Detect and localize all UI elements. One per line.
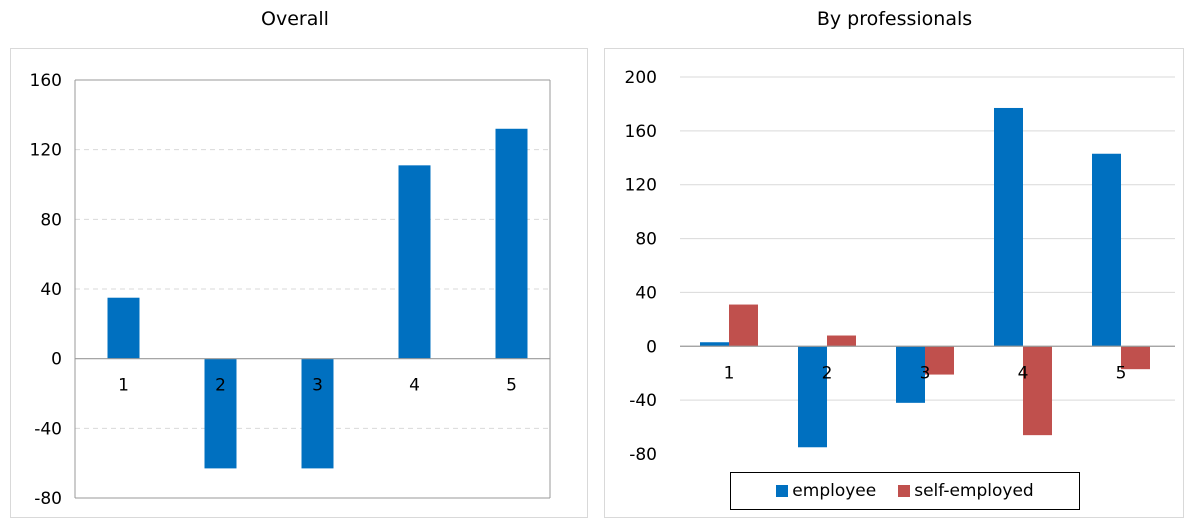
y-tick-label: 120 xyxy=(625,176,657,196)
y-tick-label: 160 xyxy=(625,122,657,142)
y-tick-label: 0 xyxy=(646,337,657,357)
y-tick-label: 40 xyxy=(40,280,62,300)
bar-self-employed-2 xyxy=(827,335,856,347)
x-category-label: 5 xyxy=(1116,363,1127,383)
bar-self-employed-4 xyxy=(1023,346,1052,436)
bar-self-employed-5 xyxy=(1121,346,1150,370)
x-category-label: 1 xyxy=(118,376,129,396)
y-tick-label: 200 xyxy=(625,68,657,88)
legend-label-self-employed: self-employed xyxy=(914,481,1034,501)
x-category-label: 1 xyxy=(724,363,735,383)
y-tick-label: -80 xyxy=(34,489,62,509)
y-tick-label: 80 xyxy=(635,230,657,250)
bar-self-employed-1 xyxy=(729,304,758,347)
y-tick-label: 160 xyxy=(30,71,62,91)
legend-swatch-self-employed xyxy=(898,485,911,497)
legend-label-employee: employee xyxy=(792,481,877,501)
x-category-label: 2 xyxy=(215,376,226,396)
y-tick-label: 80 xyxy=(40,210,62,230)
y-tick-label: 0 xyxy=(51,350,62,370)
y-tick-label: 120 xyxy=(30,141,62,161)
legend: employee self-employed xyxy=(730,472,1080,510)
x-category-label: 2 xyxy=(822,363,833,383)
legend-swatch-employee xyxy=(776,485,789,497)
bar-value-5 xyxy=(495,128,528,359)
y-tick-label: -80 xyxy=(629,445,657,465)
bar-employee-4 xyxy=(994,107,1023,347)
x-category-label: 3 xyxy=(312,376,323,396)
bar-value-3 xyxy=(301,358,334,469)
chart-frame-by-professionals xyxy=(604,48,1184,518)
chart-title-overall: Overall xyxy=(261,8,329,30)
bar-value-4 xyxy=(398,165,431,359)
chart-frame-overall xyxy=(10,48,588,518)
bar-value-2 xyxy=(204,358,237,469)
legend-item-self-employed: self-employed xyxy=(898,481,1034,501)
bar-self-employed-3 xyxy=(925,346,954,375)
bar-employee-2 xyxy=(798,346,827,448)
x-category-label: 4 xyxy=(409,376,420,396)
legend-item-employee: employee xyxy=(776,481,876,501)
y-tick-label: -40 xyxy=(629,391,657,411)
bar-employee-1 xyxy=(700,342,729,347)
x-category-label: 5 xyxy=(506,376,517,396)
bar-employee-3 xyxy=(896,346,925,403)
bar-employee-5 xyxy=(1092,153,1121,347)
chart-title-by-professionals: By professionals xyxy=(816,8,973,30)
x-category-label: 3 xyxy=(920,363,931,383)
bar-value-1 xyxy=(107,297,140,359)
y-tick-label: -40 xyxy=(34,419,62,439)
x-category-label: 4 xyxy=(1018,363,1029,383)
y-tick-label: 40 xyxy=(635,283,657,303)
